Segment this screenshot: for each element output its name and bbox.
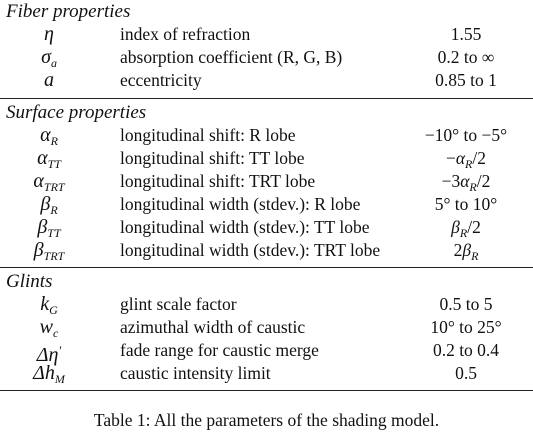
parameter-symbol: αTRT — [33, 170, 65, 194]
parameter-value: 0.5 to 5 — [439, 294, 493, 314]
table-caption: Table 1: All the parameters of the shadi… — [93, 410, 440, 430]
table-row: αTRT longitudinal shift: TRT lobe −3αR/2 — [0, 170, 533, 194]
symbol-superscript: ′ — [58, 343, 62, 358]
value-subscript: R — [469, 180, 477, 194]
parameter-value: 0.2 to 0.4 — [432, 340, 500, 360]
symbol-subscript: R — [50, 203, 58, 217]
parameter-description: index of refraction — [120, 24, 251, 44]
parameter-symbol: a — [44, 69, 54, 91]
parameter-symbol: σa — [41, 46, 57, 70]
symbol-subscript: G — [49, 303, 58, 317]
symbol-subscript: a — [50, 56, 57, 70]
table-row: σa absorption coefficient (R, G, B) 0.2 to… — [0, 46, 533, 70]
value-expression: 2βR — [453, 240, 479, 263]
value-subscript: R — [465, 157, 473, 171]
parameter-description: longitudinal shift: R lobe — [120, 125, 296, 145]
value-subscript: R — [459, 226, 468, 240]
symbol-subscript: M — [54, 372, 65, 386]
section-title: Glints — [6, 271, 53, 292]
parameter-value: 2βR — [410, 239, 522, 268]
table-row: a eccentricity 0.85 to 1 — [0, 69, 533, 92]
parameter-description: longitudinal width (stdev.): TRT lobe — [120, 240, 381, 260]
parameter-description: absorption coefficient (R, G, B) — [120, 47, 343, 67]
symbol-subscript: TRT — [43, 249, 65, 263]
table-row: βTRT longitudinal width (stdev.): TRT lob… — [0, 239, 533, 263]
parameter-description: longitudinal shift: TRT lobe — [120, 171, 316, 191]
table-row: Δη′ fade range for caustic merge 0.2 to 0.… — [0, 339, 533, 366]
parameter-description: eccentricity — [120, 70, 202, 90]
parameter-symbol: wc — [39, 316, 59, 340]
parameter-symbol: αR — [40, 124, 58, 148]
parameter-value: −10° to −5° — [424, 125, 508, 145]
section-title: Fiber properties — [6, 1, 131, 22]
table-row: η index of refraction 1.55 — [0, 23, 533, 46]
parameter-value: −3αR/2 — [410, 170, 522, 199]
parameter-description: fade range for caustic merge — [120, 340, 319, 360]
table-row: wc azimuthal width of caustic 10° to 25° — [0, 316, 533, 340]
parameter-symbol: η — [44, 23, 54, 45]
parameter-value: 1.55 — [450, 24, 482, 44]
parameter-symbol: βTT — [37, 216, 61, 240]
value-expression: −αR/2 — [445, 148, 487, 171]
value-subscript: R — [471, 249, 479, 263]
table-row: βR longitudinal width (stdev.): R lobe 5° … — [0, 193, 533, 217]
parameter-description: longitudinal width (stdev.): TT lobe — [120, 217, 370, 237]
table-row: αR longitudinal shift: R lobe −10° to −5° — [0, 124, 533, 148]
parameter-symbol: αTT — [37, 147, 61, 171]
parameter-value: 5° to 10° — [434, 194, 498, 214]
symbol-subscript: R — [50, 134, 58, 148]
parameter-value: 0.2 to ∞ — [437, 47, 495, 67]
parameter-description: glint scale factor — [120, 294, 237, 314]
parameter-description: azimuthal width of caustic — [120, 317, 306, 337]
table-row: ΔhM caustic intensity limit 0.5 — [0, 362, 533, 386]
parameter-value: 10° to 25° — [430, 317, 502, 337]
symbol-subscript: TRT — [43, 180, 65, 194]
parameter-symbol: βR — [40, 193, 58, 217]
parameter-value: βR/2 — [410, 216, 522, 245]
parameter-value: −αR/2 — [410, 147, 522, 176]
parameter-description: longitudinal width (stdev.): R lobe — [120, 194, 361, 214]
value-expression: −3αR/2 — [441, 171, 491, 194]
symbol-subscript: TT — [47, 157, 61, 171]
table-row: kG glint scale factor 0.5 to 5 — [0, 293, 533, 317]
parameter-value: 0.85 to 1 — [435, 70, 497, 90]
table-row: βTT longitudinal width (stdev.): TT lobe β… — [0, 216, 533, 240]
section-title: Surface properties — [6, 102, 147, 123]
parameter-description: longitudinal shift: TT lobe — [120, 148, 305, 168]
parameter-symbol: ΔhM — [33, 362, 65, 386]
symbol-subscript: TT — [47, 226, 61, 240]
parameter-value: 0.5 — [455, 363, 477, 383]
parameter-symbol: Δη′ — [36, 343, 62, 366]
parameter-symbol: βTRT — [33, 239, 65, 263]
table-rule — [0, 267, 533, 268]
table-rule — [0, 98, 533, 99]
parameter-description: caustic intensity limit — [120, 363, 271, 383]
table-rule — [0, 390, 533, 391]
table-row: αTT longitudinal shift: TT lobe −αR/2 — [0, 147, 533, 171]
value-expression: βR/2 — [451, 217, 481, 240]
parameter-symbol: kG — [40, 293, 58, 317]
symbol-subscript: c — [53, 326, 59, 340]
